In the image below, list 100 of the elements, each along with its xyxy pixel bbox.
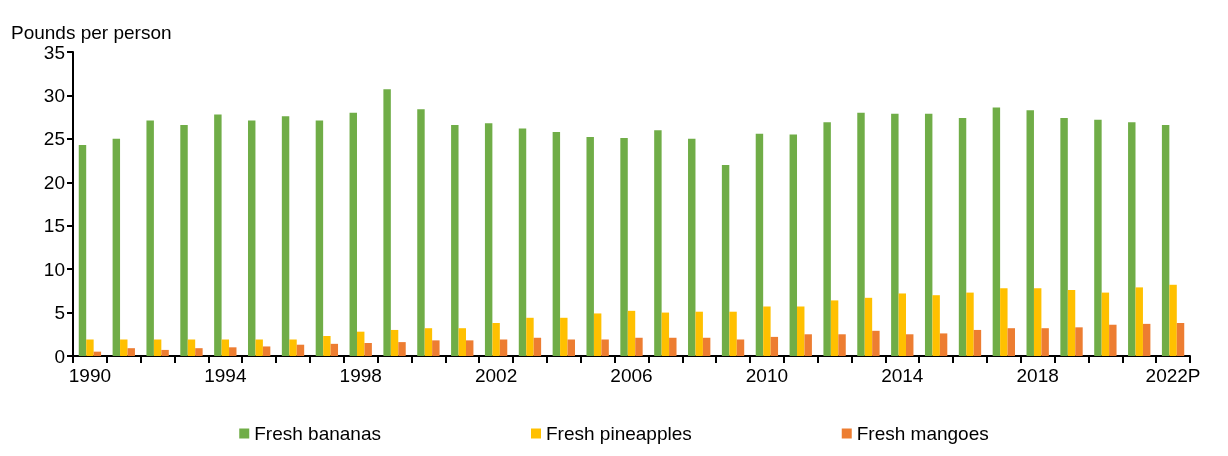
bar — [601, 339, 609, 356]
bar — [518, 128, 527, 356]
bar — [187, 339, 196, 356]
x-tick-label: 2018 — [1016, 365, 1059, 386]
bar — [736, 339, 745, 356]
bar — [492, 322, 500, 356]
bar — [924, 113, 933, 356]
bar — [1101, 292, 1110, 356]
bar — [255, 339, 263, 356]
bar — [586, 137, 594, 356]
x-tick-label: 2014 — [881, 365, 924, 386]
bar — [755, 133, 764, 356]
bar — [830, 300, 839, 356]
bar — [533, 337, 542, 356]
bar — [315, 120, 324, 356]
x-tick-label: 2006 — [610, 365, 653, 386]
bar — [992, 107, 1001, 356]
y-tick-label: 15 — [43, 215, 65, 237]
bar — [161, 349, 169, 356]
y-tick-label: 10 — [43, 258, 65, 280]
bar — [1000, 288, 1008, 356]
bar — [1109, 324, 1117, 356]
bar — [229, 347, 237, 356]
bar — [789, 134, 798, 356]
x-tick-label: 1994 — [204, 365, 247, 386]
bar — [417, 109, 425, 356]
x-tick-label: 2002 — [474, 365, 518, 386]
bar — [499, 339, 508, 356]
bar — [432, 340, 440, 356]
bar — [729, 311, 737, 356]
bar — [424, 328, 433, 356]
bar — [939, 333, 948, 356]
bar — [1169, 284, 1177, 356]
bar — [552, 131, 561, 356]
bar — [1094, 119, 1102, 356]
y-tick-label: 0 — [54, 345, 65, 367]
bar — [330, 343, 339, 356]
y-tick-label: 25 — [43, 128, 65, 150]
bar — [688, 138, 696, 356]
bar — [214, 114, 222, 356]
bar — [296, 344, 305, 356]
bar — [635, 337, 643, 356]
bar — [567, 339, 575, 356]
bar — [1060, 118, 1068, 356]
bar — [323, 336, 331, 356]
y-tick-label: 30 — [43, 84, 65, 106]
bar — [1033, 288, 1042, 356]
bar — [770, 336, 779, 356]
bar — [560, 317, 568, 356]
bar — [248, 120, 256, 356]
legend-label: Fresh bananas — [254, 423, 381, 444]
bar — [973, 329, 982, 356]
bar — [872, 330, 880, 356]
bar — [146, 120, 154, 356]
bar — [86, 339, 94, 356]
bar — [823, 122, 831, 356]
bar — [120, 339, 128, 356]
bar — [838, 334, 846, 356]
bar — [721, 164, 730, 356]
bar — [1007, 328, 1015, 356]
x-tick-label: 1990 — [68, 365, 112, 386]
bar — [804, 334, 812, 356]
bar — [127, 348, 135, 356]
bar — [398, 342, 406, 356]
bar — [695, 311, 703, 356]
bar — [857, 112, 865, 356]
bar — [958, 118, 967, 356]
bar — [966, 292, 974, 356]
bar — [289, 339, 297, 356]
bar — [383, 89, 391, 356]
bar — [906, 334, 914, 356]
bar — [262, 346, 271, 356]
bar — [1142, 323, 1151, 356]
y-tick-label: 20 — [43, 171, 65, 193]
y-tick-label: 5 — [54, 302, 65, 324]
bar — [654, 130, 662, 356]
bar — [932, 295, 940, 356]
bar — [1161, 124, 1170, 356]
legend-label: Fresh mangoes — [856, 423, 989, 444]
bar — [349, 112, 357, 356]
bar — [465, 340, 474, 356]
x-tick-label: 2022P — [1145, 365, 1201, 386]
bar — [484, 123, 493, 356]
bar — [1135, 287, 1143, 356]
bar — [1067, 289, 1076, 356]
bar — [620, 137, 628, 356]
x-tick-label: 2010 — [745, 365, 789, 386]
bar — [669, 337, 677, 356]
bar — [390, 329, 399, 356]
bar — [180, 124, 188, 356]
bar — [898, 293, 907, 356]
y-tick-label: 35 — [43, 41, 65, 63]
bar — [891, 113, 899, 356]
legend-label: Fresh pineapples — [545, 423, 692, 444]
bar — [702, 337, 711, 356]
x-tick-label: 1998 — [339, 365, 382, 386]
bar — [627, 310, 636, 356]
bar — [1026, 110, 1034, 356]
bar — [356, 331, 365, 356]
bar — [1176, 322, 1185, 356]
